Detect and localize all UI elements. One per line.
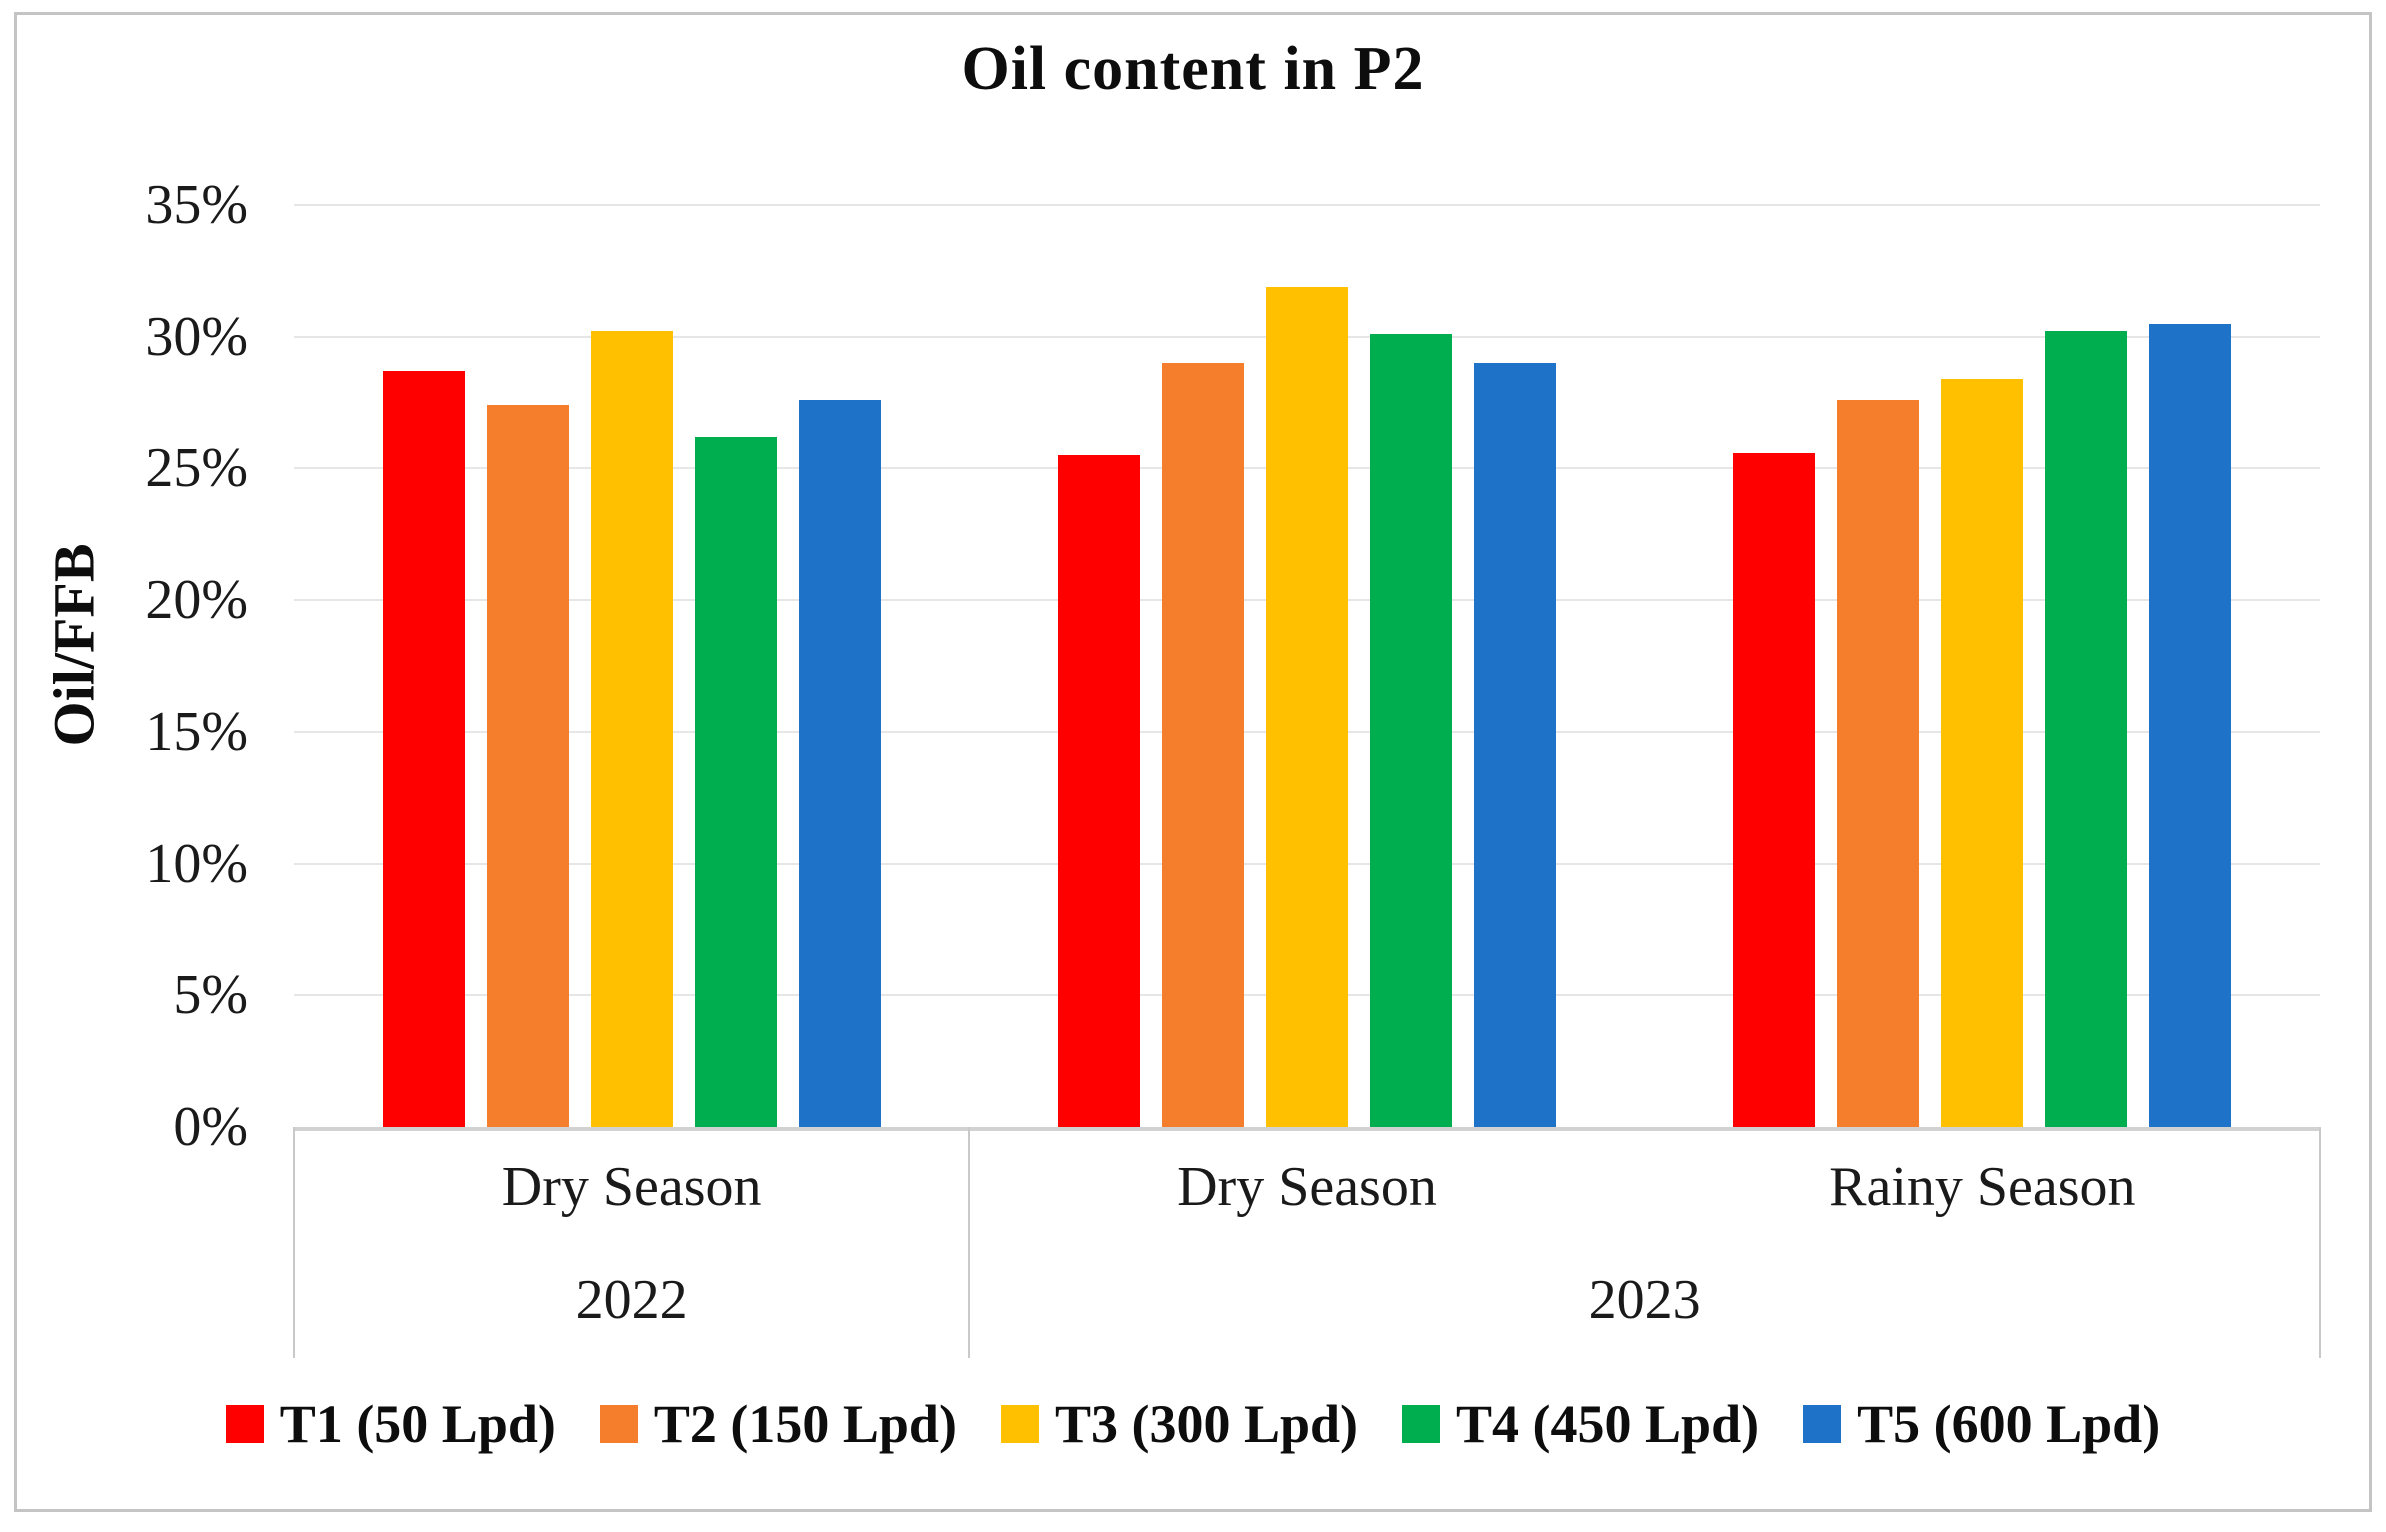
legend-swatch-icon xyxy=(225,1405,264,1443)
axis-separator-3 xyxy=(2319,1127,2321,1358)
legend-item-5: T5 (600 Lpd) xyxy=(1803,1393,2160,1455)
ytick-30pct: 30% xyxy=(145,305,248,368)
legend-label: T5 (600 Lpd) xyxy=(1857,1394,2161,1454)
bar-group-2 xyxy=(969,205,1644,1127)
gridline-35pct xyxy=(294,204,2320,206)
legend-item-2: T2 (150 Lpd) xyxy=(599,1393,957,1455)
legend-swatch-icon xyxy=(1803,1405,1842,1443)
bar-s1-g1 xyxy=(382,370,465,1127)
axis-year-label-1: 2022 xyxy=(575,1269,688,1331)
ytick-15pct: 15% xyxy=(145,700,248,763)
bar-s3-g2 xyxy=(1265,286,1348,1127)
bar-group-3 xyxy=(1645,205,2320,1127)
x-axis-line xyxy=(294,1127,2320,1131)
year-label-row: 2022 2023 xyxy=(294,1243,2320,1357)
bar-s4-g1 xyxy=(694,436,777,1127)
axis-year-label-2: 2023 xyxy=(1588,1269,1701,1331)
chart-title: Oil content in P2 xyxy=(961,35,1425,103)
legend-swatch-icon xyxy=(1402,1405,1441,1443)
legend-item-1: T1 (50 Lpd) xyxy=(225,1393,556,1455)
plot-area xyxy=(294,204,2320,1127)
bar-s5-g1 xyxy=(798,399,881,1127)
ytick-0pct: 0% xyxy=(173,1096,248,1158)
ytick-25pct: 25% xyxy=(145,437,248,500)
ytick-35pct: 35% xyxy=(145,174,248,236)
axis-separator-2 xyxy=(968,1127,971,1358)
axis-season-label-2: Dry Season xyxy=(1177,1156,1437,1218)
axis-season-label-3: Rainy Season xyxy=(1829,1156,2136,1218)
bar-s2-g2 xyxy=(1161,363,1244,1127)
bar-s2-g1 xyxy=(486,405,569,1127)
legend-item-3: T3 (300 Lpd) xyxy=(1000,1393,1359,1455)
bar-s4-g3 xyxy=(2045,331,2128,1127)
legend-swatch-icon xyxy=(1000,1405,1039,1443)
bar-s4-g2 xyxy=(1369,334,1452,1127)
bar-s3-g1 xyxy=(590,331,673,1127)
bar-s2-g3 xyxy=(1837,399,1920,1127)
axis-separator-1 xyxy=(293,1127,295,1358)
bar-s1-g3 xyxy=(1733,452,1816,1127)
bar-s5-g3 xyxy=(2149,323,2232,1127)
legend-swatch-icon xyxy=(599,1405,638,1443)
legend: T1 (50 Lpd) T2 (150 Lpd) T3 (300 Lpd) T4 (4… xyxy=(0,1386,2386,1462)
ytick-5pct: 5% xyxy=(173,964,248,1027)
bar-s3-g3 xyxy=(1941,378,2024,1127)
ytick-20pct: 20% xyxy=(145,569,248,632)
legend-label: T4 (450 Lpd) xyxy=(1456,1394,1760,1454)
ytick-10pct: 10% xyxy=(145,832,248,895)
bar-s5-g2 xyxy=(1473,363,1556,1127)
season-label-row: Dry Season Dry Season Rainy Season xyxy=(294,1131,2320,1243)
legend-label: T1 (50 Lpd) xyxy=(279,1394,556,1454)
legend-item-4: T4 (450 Lpd) xyxy=(1402,1393,1759,1455)
legend-label: T2 (150 Lpd) xyxy=(653,1394,957,1454)
axis-season-label-1: Dry Season xyxy=(501,1156,762,1218)
legend-label: T3 (300 Lpd) xyxy=(1054,1394,1359,1454)
bar-s1-g2 xyxy=(1057,455,1140,1127)
bar-group-1 xyxy=(294,205,969,1127)
